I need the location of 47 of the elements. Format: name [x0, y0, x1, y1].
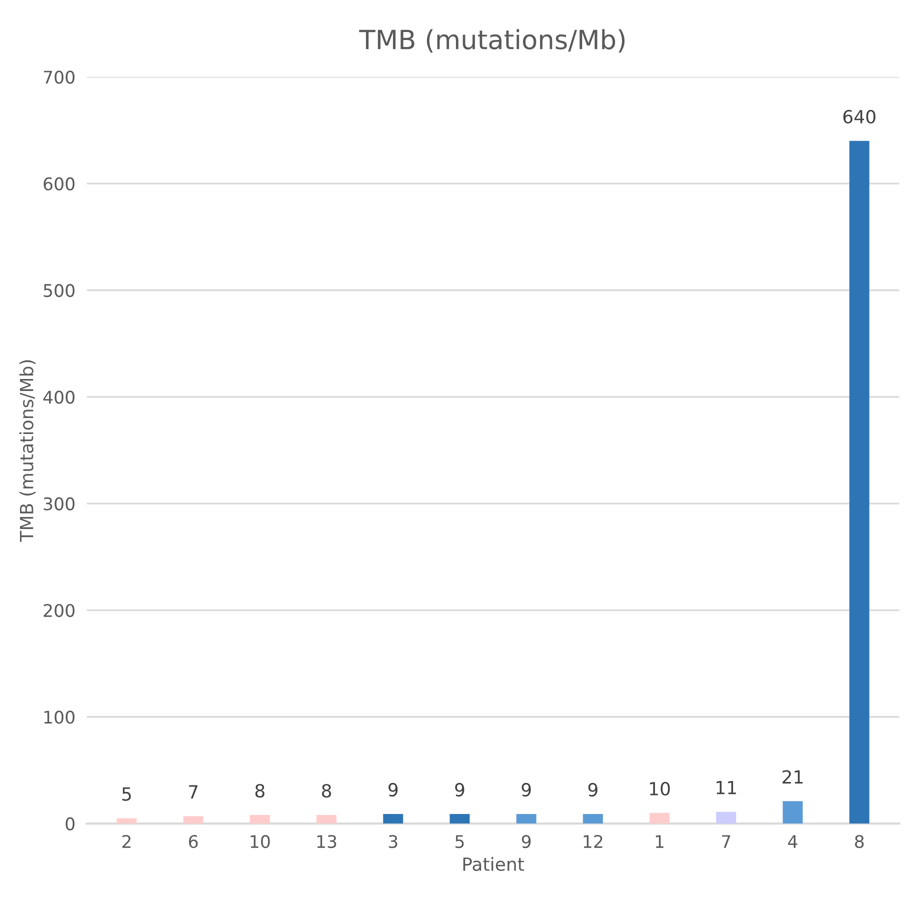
y-tick-label: 600 — [44, 177, 74, 190]
data-label: 9 — [522, 782, 531, 797]
data-label: 9 — [455, 782, 464, 797]
bar — [116, 818, 137, 824]
x-tick-label: 13 — [317, 834, 336, 848]
x-tick-label: 7 — [722, 835, 730, 848]
data-label: 21 — [782, 770, 803, 784]
chart-title: TMB (mutations/Mb) — [359, 29, 625, 53]
x-tick-label: 8 — [854, 834, 864, 848]
data-label: 11 — [716, 781, 736, 794]
data-label: 10 — [650, 782, 670, 796]
data-label: 8 — [255, 784, 264, 798]
data-label: 640 — [843, 110, 876, 124]
y-axis-title: TMB (mutations/Mb) — [19, 360, 36, 542]
y-tick-label: 500 — [44, 284, 74, 298]
bar — [250, 815, 270, 824]
y-tick-label: 300 — [44, 497, 74, 510]
y-tick-label: 700 — [44, 70, 74, 84]
bar — [450, 814, 470, 824]
x-tick-label: 5 — [456, 835, 464, 848]
x-tick-label: 2 — [122, 834, 130, 848]
bar — [516, 814, 536, 824]
x-tick-label: 3 — [388, 834, 398, 848]
bar — [183, 816, 204, 824]
y-tick-label: 200 — [44, 604, 74, 618]
x-tick-label: 12 — [584, 834, 602, 848]
bar — [582, 814, 603, 824]
bar — [849, 140, 870, 824]
y-tick-label: 400 — [43, 390, 74, 404]
x-tick-label: 1 — [656, 835, 664, 848]
data-label: 9 — [588, 782, 598, 797]
data-label: 9 — [388, 782, 398, 797]
bar — [316, 815, 336, 824]
x-tick-label: 6 — [188, 834, 198, 848]
x-tick-label: 9 — [522, 834, 531, 848]
data-label: 5 — [122, 787, 131, 801]
data-label: 8 — [322, 784, 332, 798]
bar — [716, 812, 736, 824]
y-tick-label: 0 — [66, 817, 74, 830]
x-tick-label: 10 — [250, 834, 270, 848]
x-axis-title: Patient — [463, 857, 524, 871]
bar — [383, 814, 404, 824]
bar — [650, 812, 670, 824]
bar — [782, 801, 803, 824]
y-tick-label: 100 — [44, 710, 74, 724]
data-label: 7 — [189, 785, 198, 798]
x-tick-label: 4 — [788, 835, 798, 848]
